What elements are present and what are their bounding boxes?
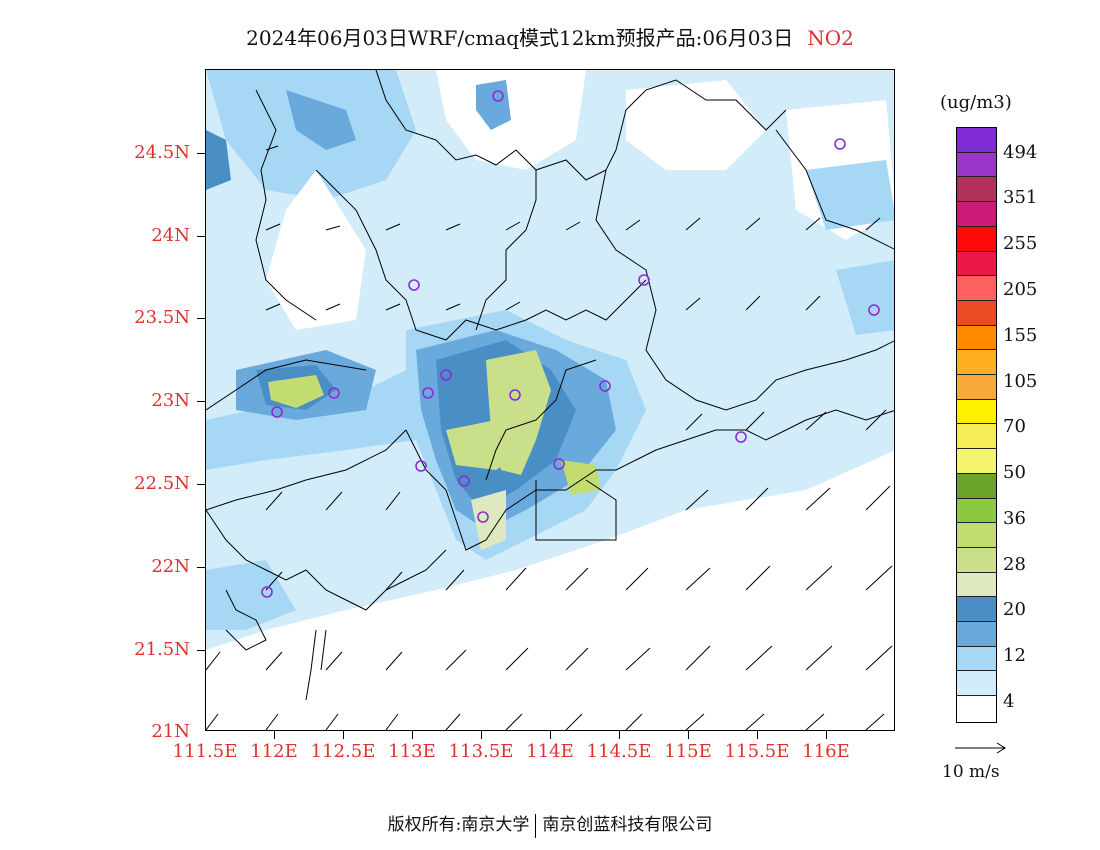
- y-label-23-5n: 23.5N: [134, 307, 190, 328]
- legend-color-band: [957, 276, 996, 301]
- x-tick: [826, 731, 827, 739]
- y-label-21n: 21N: [151, 721, 190, 742]
- legend-label: 70: [1003, 416, 1026, 437]
- legend-color-band: [957, 449, 996, 474]
- legend-color-band: [957, 547, 996, 573]
- footer-divider: [535, 813, 537, 838]
- color-legend: [956, 127, 997, 723]
- y-label-22n: 22N: [151, 556, 190, 577]
- legend-label: 105: [1003, 371, 1038, 392]
- legend-label: 36: [1003, 508, 1026, 529]
- legend-color-band: [957, 572, 996, 598]
- y-tick: [197, 401, 205, 402]
- legend-label: 28: [1003, 554, 1026, 575]
- x-label-113e: 113E: [388, 741, 436, 762]
- pollutant-label: NO2: [807, 26, 854, 50]
- legend-label: 12: [1003, 645, 1026, 666]
- legend-color-band: [957, 646, 996, 672]
- legend-color-band: [957, 128, 996, 153]
- concentration-map: [206, 70, 894, 730]
- legend-color-band: [957, 177, 996, 203]
- legend-label: 494: [1003, 142, 1038, 163]
- legend-color-band: [957, 399, 996, 425]
- title-text: 2024年06月03日WRF/cmaq模式12km预报产品:06月03日: [246, 26, 794, 50]
- y-tick: [197, 567, 205, 568]
- wind-reference-arrow-icon: [955, 742, 1006, 754]
- legend-color-band: [957, 696, 996, 721]
- x-tick: [343, 731, 344, 739]
- legend-color-band: [957, 424, 996, 450]
- legend-color-band: [957, 375, 996, 400]
- legend-color-band: [957, 597, 996, 623]
- legend-color-band: [957, 251, 996, 277]
- x-label-112e: 112E: [250, 741, 298, 762]
- y-tick: [197, 318, 205, 319]
- x-label-115-5e: 115.5E: [724, 741, 790, 762]
- x-tick: [274, 731, 275, 739]
- y-label-21-5n: 21.5N: [134, 639, 190, 660]
- legend-label: 205: [1003, 279, 1038, 300]
- legend-color-band: [957, 622, 996, 647]
- x-tick: [757, 731, 758, 739]
- copyright-company: 南京创蓝科技有限公司: [542, 815, 713, 835]
- y-label-23n: 23N: [151, 390, 190, 411]
- legend-color-band: [957, 226, 996, 252]
- x-tick: [481, 731, 482, 739]
- chart-title: 2024年06月03日WRF/cmaq模式12km预报产品:06月03日 NO2: [0, 22, 1100, 51]
- x-label-112-5e: 112.5E: [310, 741, 376, 762]
- legend-color-band: [957, 498, 996, 524]
- copyright-footer: 版权所有:南京大学 南京创蓝科技有限公司: [0, 810, 1100, 838]
- x-label-111-5e: 111.5E: [172, 741, 238, 762]
- legend-label: 155: [1003, 325, 1038, 346]
- y-tick: [197, 484, 205, 485]
- concentration-field: [206, 70, 894, 650]
- legend-unit: (ug/m3): [940, 92, 1012, 113]
- legend-label: 20: [1003, 599, 1026, 620]
- copyright-owner: 版权所有:南京大学: [387, 815, 530, 835]
- legend-color-band: [957, 523, 996, 548]
- y-label-24-5n: 24.5N: [134, 142, 190, 163]
- legend-color-band: [957, 350, 996, 376]
- legend-color-band: [957, 671, 996, 697]
- legend-color-band: [957, 473, 996, 499]
- boundary-lines: [206, 70, 894, 701]
- legend-label: 351: [1003, 187, 1038, 208]
- x-tick: [412, 731, 413, 739]
- x-tick: [550, 731, 551, 739]
- map-panel: [205, 69, 895, 731]
- legend-color-band: [957, 152, 996, 178]
- x-label-113-5e: 113.5E: [448, 741, 514, 762]
- y-tick: [197, 650, 205, 651]
- x-label-114e: 114E: [526, 741, 574, 762]
- legend-label: 50: [1003, 462, 1026, 483]
- legend-color-band: [957, 325, 996, 351]
- legend-color-band: [957, 202, 996, 227]
- wind-vectors: [206, 145, 893, 730]
- x-label-115e: 115E: [664, 741, 712, 762]
- legend-label: 255: [1003, 233, 1038, 254]
- x-label-116e: 116E: [802, 741, 850, 762]
- x-label-114-5e: 114.5E: [586, 741, 652, 762]
- y-label-24n: 24N: [151, 225, 190, 246]
- station-markers: [261, 90, 880, 598]
- y-tick: [197, 153, 205, 154]
- wind-reference-label: 10 m/s: [942, 762, 1000, 782]
- legend-color-band: [957, 300, 996, 326]
- y-label-22-5n: 22.5N: [134, 473, 190, 494]
- y-tick: [197, 236, 205, 237]
- x-tick: [688, 731, 689, 739]
- x-tick: [619, 731, 620, 739]
- legend-label: 4: [1003, 691, 1015, 712]
